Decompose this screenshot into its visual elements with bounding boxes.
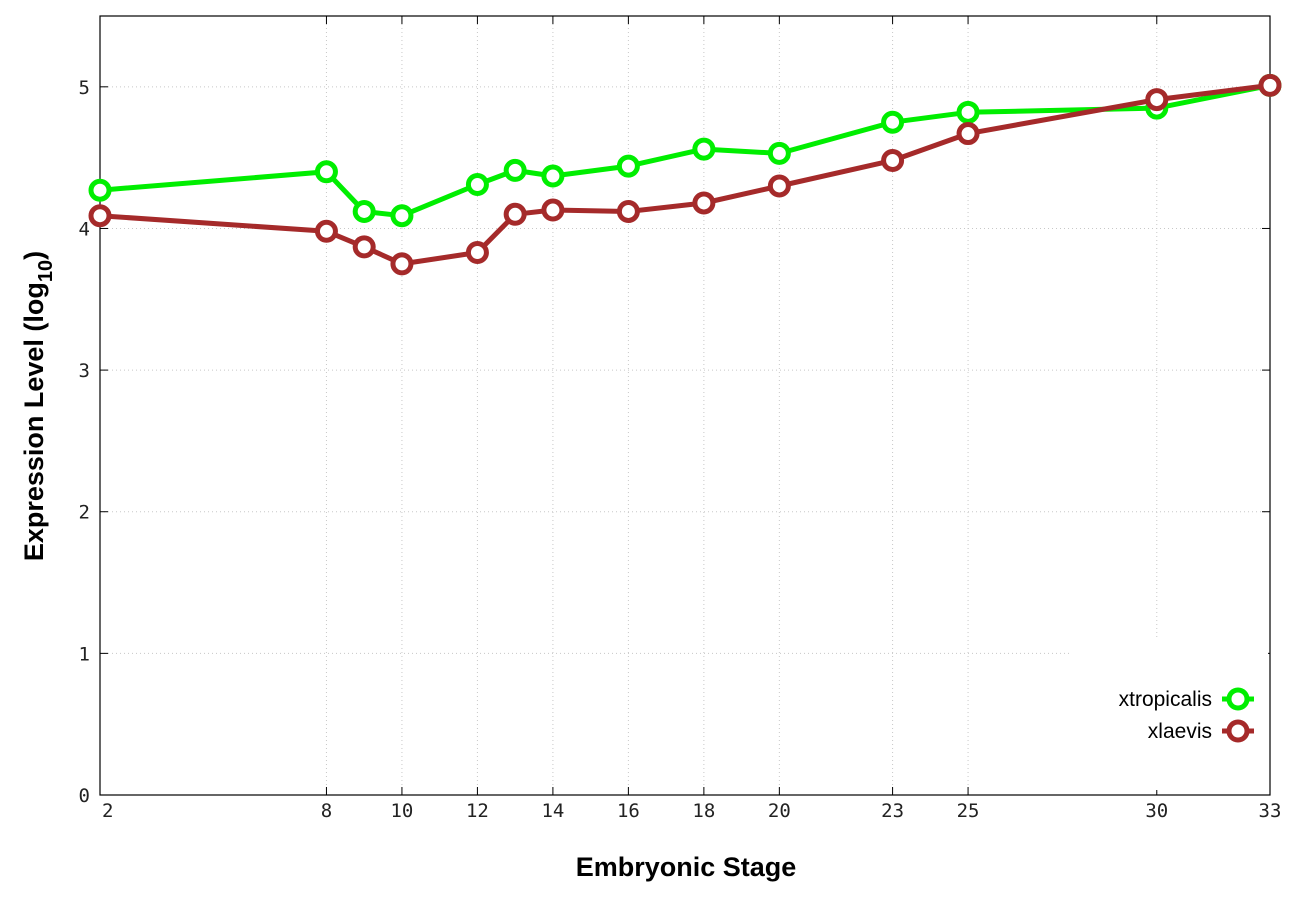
y-axis-title-main: Expression Level (log	[19, 282, 49, 561]
x-tick-label: 18	[692, 800, 715, 822]
data-point-xtropicalis	[390, 204, 414, 228]
plot-frame	[99, 15, 1271, 796]
y-tick-label: 3	[79, 360, 90, 382]
x-tick-label: 10	[390, 800, 413, 822]
data-point-xtropicalis	[465, 173, 489, 197]
data-point-xlaevis	[881, 148, 905, 172]
x-tick-label: 16	[617, 800, 640, 822]
data-point-xtropicalis	[767, 141, 791, 165]
data-point-xtropicalis	[88, 178, 112, 202]
data-point-xlaevis	[465, 241, 489, 265]
data-point-xtropicalis	[616, 154, 640, 178]
data-point-xtropicalis	[692, 137, 716, 161]
x-tick-label: 33	[1259, 800, 1282, 822]
y-tick-label: 4	[79, 218, 90, 240]
data-point-xtropicalis	[352, 199, 376, 223]
x-tick-label: 8	[321, 800, 332, 822]
y-tick-label: 2	[79, 502, 90, 524]
data-point-xlaevis	[352, 235, 376, 259]
x-tick-label: 12	[466, 800, 489, 822]
legend-marker-xtropicalis	[1226, 687, 1250, 711]
data-point-xtropicalis	[541, 164, 565, 188]
data-point-xlaevis	[956, 122, 980, 146]
data-point-xtropicalis	[956, 100, 980, 124]
data-point-xlaevis	[390, 252, 414, 276]
x-tick-label: 25	[957, 800, 980, 822]
y-axis-title-close: )	[19, 251, 49, 260]
x-tick-label: 2	[102, 800, 113, 822]
data-point-xlaevis	[616, 199, 640, 223]
y-axis-title-subscript: 10	[35, 260, 57, 282]
data-point-xlaevis	[1145, 88, 1169, 112]
legend-label-xtropicalis: xtropicalis	[1119, 688, 1212, 711]
y-tick-label: 1	[79, 643, 90, 665]
y-tick-label: 5	[79, 77, 90, 99]
series-line-xtropicalis	[99, 82, 1271, 219]
y-axis-title: Expression Level (log10)	[19, 251, 57, 561]
x-tick-label: 20	[768, 800, 791, 822]
legend-background	[1072, 640, 1268, 790]
x-tick-label: 30	[1145, 800, 1168, 822]
data-point-xtropicalis	[881, 110, 905, 134]
data-point-xlaevis	[692, 191, 716, 215]
legend-label-xlaevis: xlaevis	[1148, 720, 1212, 743]
y-tick-label: 0	[79, 785, 90, 807]
data-point-xlaevis	[314, 219, 338, 243]
series-xtropicalis	[88, 73, 1282, 228]
data-point-xlaevis	[503, 202, 527, 226]
x-tick-label: 23	[881, 800, 904, 822]
series-layer	[88, 73, 1282, 276]
data-point-xlaevis	[767, 174, 791, 198]
data-point-xlaevis	[541, 198, 565, 222]
x-axis-title: Embryonic Stage	[576, 852, 797, 882]
data-point-xtropicalis	[503, 158, 527, 182]
data-point-xtropicalis	[314, 160, 338, 184]
legend-marker-xlaevis	[1226, 719, 1250, 743]
x-tick-label: 14	[541, 800, 564, 822]
gridlines	[100, 16, 1270, 795]
data-point-xlaevis	[88, 204, 112, 228]
data-point-xlaevis	[1258, 73, 1282, 97]
series-xlaevis	[88, 73, 1282, 276]
legend: xtropicalis xlaevis	[1072, 640, 1268, 790]
